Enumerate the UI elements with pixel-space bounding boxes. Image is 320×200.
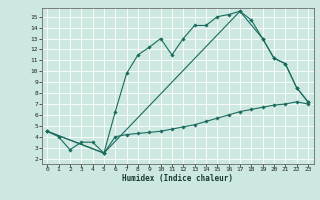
X-axis label: Humidex (Indice chaleur): Humidex (Indice chaleur) bbox=[122, 174, 233, 183]
